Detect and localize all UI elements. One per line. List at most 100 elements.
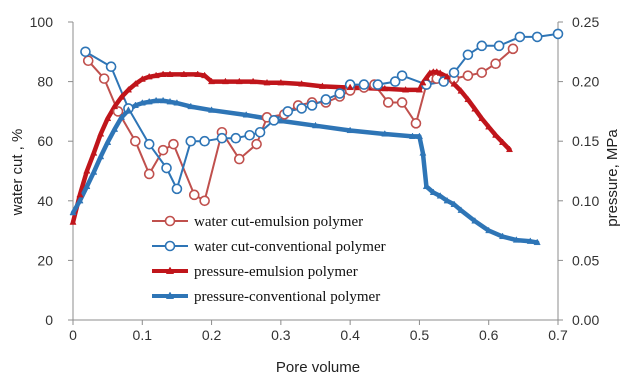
data-point-pressure-emulsion-polymer — [124, 85, 133, 93]
data-point-pressure-emulsion-polymer — [180, 70, 188, 77]
x-axis-title: Pore volume — [276, 359, 360, 375]
data-point-water-cut-conventional-polymer — [80, 46, 91, 58]
legend-marker-pressure-conventional-polymer — [165, 291, 175, 299]
data-point-pressure-conventional-polymer — [110, 125, 119, 132]
data-point-pressure-conventional-polymer — [166, 97, 174, 105]
data-point-pressure-emulsion-polymer — [471, 105, 479, 112]
data-point-pressure-emulsion-polymer — [159, 70, 167, 77]
data-point-water-cut-conventional-polymer — [531, 31, 543, 43]
y-axis-left-title: water cut , % — [9, 129, 26, 217]
legend-label-water-cut-emulsion-polymer: water cut-emulsion polymer — [194, 214, 363, 230]
data-point-pressure-conventional-polymer — [242, 111, 250, 118]
data-point-water-cut-conventional-polymer — [552, 28, 564, 40]
data-point-pressure-conventional-polymer — [104, 138, 112, 145]
legend-marker-water-cut-emulsion-polymer — [164, 215, 176, 227]
data-point-pressure-emulsion-polymer — [201, 71, 209, 79]
x-tick-label: 0.2 — [202, 327, 222, 343]
data-point-water-cut-emulsion-polymer — [82, 55, 94, 67]
data-point-water-cut-conventional-polymer — [161, 162, 172, 174]
data-point-water-cut-emulsion-polymer — [233, 153, 245, 165]
data-point-pressure-emulsion-polymer — [464, 95, 472, 103]
data-point-pressure-emulsion-polymer — [145, 72, 153, 80]
data-point-water-cut-conventional-polymer — [185, 135, 197, 147]
data-point-pressure-conventional-polymer — [346, 126, 354, 134]
data-point-pressure-emulsion-polymer — [346, 83, 354, 91]
data-point-pressure-emulsion-polymer — [194, 70, 202, 77]
data-point-pressure-conventional-polymer — [450, 200, 458, 207]
data-point-pressure-emulsion-polymer — [450, 80, 458, 87]
legend-label-pressure-conventional-polymer: pressure-conventional polymer — [194, 289, 380, 305]
data-point-pressure-emulsion-polymer — [422, 74, 430, 81]
y-left-tick-label: 20 — [37, 252, 53, 268]
data-point-pressure-conventional-polymer — [429, 188, 437, 195]
data-point-water-cut-conventional-polymer — [462, 49, 474, 61]
data-point-pressure-emulsion-polymer — [277, 78, 285, 86]
data-point-pressure-conventional-polymer — [512, 236, 521, 243]
x-tick-label: 0.6 — [479, 327, 499, 343]
y-left-tick-label: 60 — [37, 133, 53, 149]
data-point-pressure-conventional-polymer — [90, 168, 98, 175]
legend-label-water-cut-conventional-polymer: water cut-conventional polymer — [194, 239, 386, 255]
data-point-pressure-emulsion-polymer — [318, 82, 327, 89]
data-point-pressure-conventional-polymer — [152, 96, 160, 104]
series-line-pressure-emulsion-polymer — [70, 69, 512, 225]
y-right-tick-label: 0.10 — [572, 193, 599, 209]
data-point-pressure-emulsion-polymer — [505, 145, 514, 153]
data-point-water-cut-emulsion-polymer — [188, 189, 200, 201]
data-point-pressure-conventional-polymer — [76, 196, 84, 204]
data-point-pressure-emulsion-polymer — [492, 131, 500, 138]
data-point-pressure-emulsion-polymer — [90, 149, 98, 156]
x-tick-label: 0.3 — [271, 327, 291, 343]
data-point-pressure-emulsion-polymer — [485, 122, 493, 130]
data-point-pressure-emulsion-polymer — [419, 78, 427, 86]
data-point-water-cut-conventional-polymer — [476, 40, 488, 52]
data-point-pressure-emulsion-polymer — [117, 93, 126, 100]
data-point-water-cut-conventional-polymer — [358, 79, 370, 90]
data-point-pressure-emulsion-polymer — [221, 77, 230, 85]
data-point-pressure-conventional-polymer — [138, 99, 146, 106]
data-point-pressure-emulsion-polymer — [401, 85, 410, 93]
data-point-pressure-conventional-polymer — [145, 97, 153, 105]
data-point-pressure-conventional-polymer — [311, 121, 320, 129]
y-left-tick-label: 0 — [45, 312, 53, 328]
data-point-pressure-emulsion-polymer — [207, 77, 216, 85]
y-right-tick-label: 0.20 — [572, 74, 599, 90]
data-point-pressure-conventional-polymer — [443, 196, 451, 204]
data-point-water-cut-conventional-polymer — [105, 61, 117, 72]
data-point-water-cut-emulsion-polymer — [490, 58, 501, 70]
data-point-water-cut-conventional-polymer — [389, 76, 401, 87]
data-point-water-cut-conventional-polymer — [306, 100, 318, 111]
data-point-water-cut-conventional-polymer — [296, 103, 307, 114]
data-point-pressure-conventional-polymer — [381, 130, 389, 137]
data-point-pressure-emulsion-polymer — [110, 102, 119, 110]
data-point-pressure-emulsion-polymer — [298, 80, 306, 87]
data-point-pressure-emulsion-polymer — [69, 218, 77, 225]
data-point-pressure-conventional-polymer — [131, 101, 139, 108]
data-point-water-cut-conventional-polymer — [171, 183, 183, 195]
data-point-water-cut-emulsion-polymer — [143, 168, 155, 180]
y-left-tick-label: 100 — [30, 14, 54, 30]
data-point-pressure-conventional-polymer — [485, 226, 493, 234]
data-point-water-cut-emulsion-polymer — [476, 67, 488, 78]
y-right-tick-label: 0.15 — [572, 133, 599, 149]
data-point-pressure-emulsion-polymer — [443, 72, 451, 80]
data-point-pressure-conventional-polymer — [436, 192, 444, 199]
data-point-pressure-conventional-polymer — [533, 238, 541, 246]
data-point-pressure-conventional-polymer — [498, 232, 507, 240]
data-point-water-cut-emulsion-polymer — [462, 70, 474, 81]
data-point-pressure-emulsion-polymer — [83, 167, 91, 174]
y-axis-right-title: pressure, MPa — [604, 129, 621, 227]
data-point-water-cut-conventional-polymer — [216, 132, 228, 144]
data-point-water-cut-emulsion-polymer — [382, 97, 394, 108]
data-point-pressure-emulsion-polymer — [152, 71, 160, 79]
data-point-water-cut-emulsion-polymer — [98, 73, 110, 84]
data-point-water-cut-conventional-polymer — [268, 115, 280, 126]
data-point-water-cut-conventional-polymer — [143, 138, 155, 150]
data-point-pressure-conventional-polymer — [422, 182, 430, 190]
data-point-pressure-conventional-polymer — [419, 149, 427, 156]
x-tick-label: 0.5 — [410, 327, 430, 343]
data-point-pressure-emulsion-polymer — [381, 84, 389, 92]
data-point-pressure-conventional-polymer — [457, 206, 465, 213]
data-point-pressure-emulsion-polymer — [166, 70, 174, 77]
